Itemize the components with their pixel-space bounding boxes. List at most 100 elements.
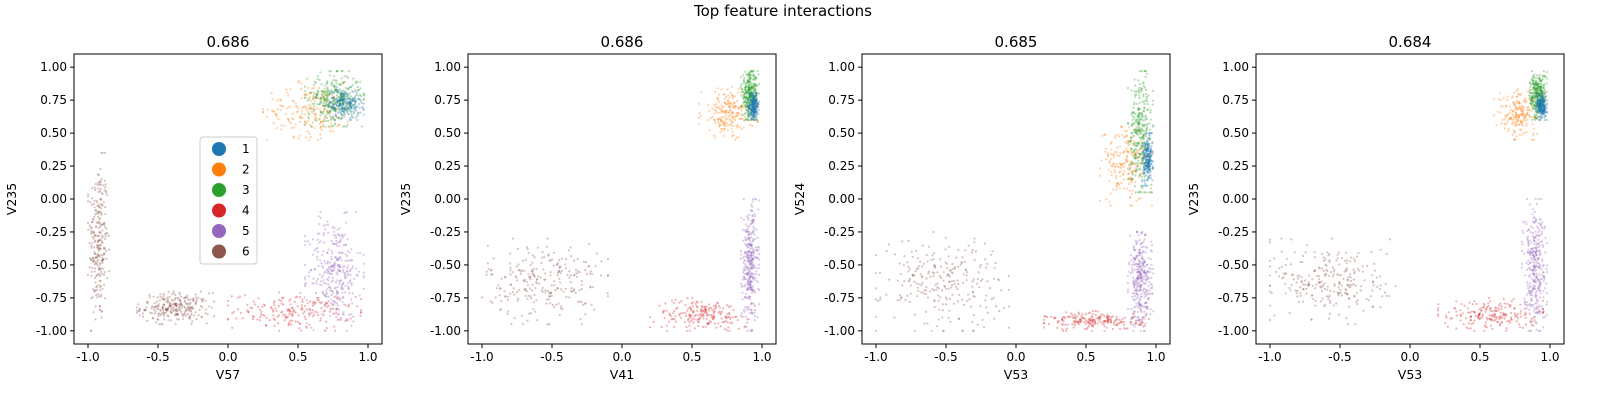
point-group-6 xyxy=(526,284,530,287)
point-group-3 xyxy=(1133,148,1136,151)
point-group-6 xyxy=(572,289,576,292)
point-group-5 xyxy=(752,229,755,232)
point-group-1 xyxy=(1149,154,1153,157)
point-group-2 xyxy=(1124,129,1127,132)
point-group-2 xyxy=(322,92,325,95)
point-group-5 xyxy=(754,255,757,259)
point-group-3 xyxy=(1143,141,1146,144)
point-group-5 xyxy=(344,253,347,256)
point-group-5 xyxy=(1140,232,1143,235)
point-group-6 xyxy=(170,293,173,296)
point-group-3 xyxy=(753,95,756,98)
point-group-6 xyxy=(560,288,563,291)
point-group-5 xyxy=(1145,301,1148,304)
point-group-6 xyxy=(104,183,107,186)
point-group-5 xyxy=(344,260,347,263)
point-group-2 xyxy=(722,111,726,114)
point-group-5 xyxy=(312,329,315,332)
point-group-3 xyxy=(1135,93,1138,96)
point-group-4 xyxy=(1138,323,1141,327)
point-group-2 xyxy=(319,125,322,128)
point-group-6 xyxy=(544,289,547,292)
point-group-5 xyxy=(1132,245,1135,248)
point-group-2 xyxy=(313,99,316,102)
point-group-6 xyxy=(933,300,936,303)
point-group-6 xyxy=(947,316,950,319)
point-group-6 xyxy=(962,273,965,276)
point-group-5 xyxy=(744,296,747,299)
point-group-5 xyxy=(1138,277,1141,280)
point-group-6 xyxy=(100,293,103,296)
point-group-3 xyxy=(1135,102,1138,106)
point-group-5 xyxy=(1133,315,1136,318)
point-group-5 xyxy=(1138,269,1142,272)
point-group-3 xyxy=(744,85,748,88)
point-group-1 xyxy=(752,111,755,114)
point-group-3 xyxy=(310,125,313,128)
point-group-5 xyxy=(1133,257,1137,260)
point-group-2 xyxy=(740,107,743,110)
point-group-2 xyxy=(1130,179,1133,182)
point-group-4 xyxy=(689,307,693,310)
point-group-1 xyxy=(754,92,757,95)
point-group-6 xyxy=(566,273,569,276)
point-group-4 xyxy=(696,305,699,308)
point-group-6 xyxy=(179,299,182,302)
point-group-3 xyxy=(1142,109,1146,112)
point-group-5 xyxy=(749,251,753,254)
point-group-3 xyxy=(1140,115,1143,118)
point-group-6 xyxy=(158,299,161,302)
point-group-4 xyxy=(273,324,276,327)
point-group-5 xyxy=(750,257,753,260)
point-group-2 xyxy=(292,118,295,121)
point-group-2 xyxy=(1112,153,1115,156)
point-group-6 xyxy=(97,248,100,251)
point-group-4 xyxy=(349,317,352,320)
point-group-6 xyxy=(1349,276,1352,279)
point-group-5 xyxy=(1149,282,1152,286)
point-group-4 xyxy=(277,314,280,317)
point-group-5 xyxy=(1131,282,1134,285)
point-group-2 xyxy=(286,91,289,94)
point-group-5 xyxy=(1143,310,1146,313)
point-group-5 xyxy=(1132,292,1135,295)
point-group-3 xyxy=(342,96,345,99)
point-group-3 xyxy=(304,93,307,96)
point-group-4 xyxy=(232,310,235,313)
point-group-4 xyxy=(753,304,757,307)
point-group-3 xyxy=(337,91,340,94)
point-group-5 xyxy=(337,264,340,267)
point-group-5 xyxy=(1126,288,1130,291)
point-group-3 xyxy=(1142,162,1145,165)
point-group-6 xyxy=(570,255,573,258)
point-group-1 xyxy=(1148,168,1151,171)
point-group-1 xyxy=(340,99,343,102)
point-group-1 xyxy=(1148,156,1151,159)
point-group-3 xyxy=(1146,100,1149,103)
point-group-5 xyxy=(1129,320,1132,323)
point-group-2 xyxy=(1115,163,1118,166)
point-group-3 xyxy=(749,89,752,92)
point-group-3 xyxy=(751,105,754,108)
point-group-2 xyxy=(305,108,308,111)
point-group-3 xyxy=(331,105,334,108)
point-group-5 xyxy=(1141,263,1144,266)
point-group-6 xyxy=(533,310,537,313)
point-group-5 xyxy=(1142,265,1145,268)
point-group-4 xyxy=(1042,326,1046,329)
point-group-3 xyxy=(751,70,755,73)
point-group-4 xyxy=(336,296,339,300)
point-group-1 xyxy=(349,99,352,102)
point-group-5 xyxy=(1136,279,1139,282)
point-group-2 xyxy=(309,107,312,110)
point-group-2 xyxy=(1125,134,1128,137)
point-group-1 xyxy=(752,115,755,119)
point-group-6 xyxy=(96,244,99,247)
point-group-6 xyxy=(998,309,1001,313)
point-group-6 xyxy=(532,308,535,311)
point-group-6 xyxy=(885,250,888,253)
point-group-5 xyxy=(1138,259,1141,262)
point-group-1 xyxy=(343,111,346,114)
point-group-6 xyxy=(1311,278,1314,281)
point-group-6 xyxy=(606,257,610,261)
